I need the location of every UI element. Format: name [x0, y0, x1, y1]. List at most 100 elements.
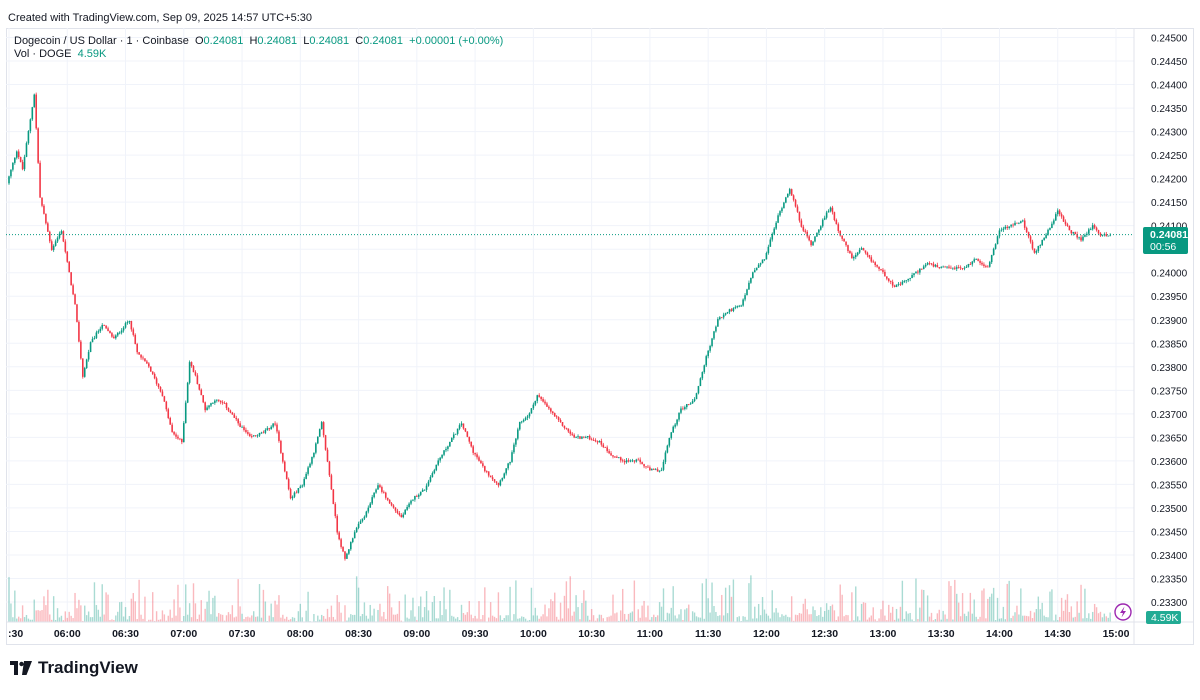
candle-body [548, 406, 550, 409]
candle-body [631, 460, 634, 462]
candle-body [309, 463, 311, 468]
candle [328, 460, 331, 478]
candle-body [89, 342, 92, 353]
candle [130, 320, 133, 332]
candle-body [606, 447, 608, 452]
candle-body [445, 448, 447, 451]
candle-body [472, 446, 474, 453]
candle [996, 235, 999, 245]
volume-bar [1006, 583, 1008, 622]
candle-body [592, 439, 595, 441]
candle [868, 254, 871, 259]
candle [1088, 227, 1090, 236]
chart-frame[interactable] [6, 28, 1194, 645]
price-tick-label: 0.23800 [1151, 363, 1188, 374]
volume-bar [379, 603, 381, 622]
candle-body [72, 285, 74, 295]
volume-bar [1074, 616, 1076, 622]
lightning-icon[interactable] [1114, 603, 1132, 621]
candle-body [507, 463, 509, 469]
candle [1045, 232, 1047, 239]
candle [676, 418, 678, 427]
candle [460, 421, 463, 427]
candle-body [21, 162, 24, 170]
candle [375, 488, 377, 494]
candle-body [1016, 222, 1018, 224]
volume-bar [688, 604, 690, 622]
candle-body [955, 267, 958, 269]
candle-body [998, 230, 1001, 237]
volume-bar [332, 616, 335, 622]
volume-bar [190, 617, 193, 622]
candle-body [505, 468, 507, 474]
candle-body [717, 319, 719, 327]
candle-body [85, 359, 88, 368]
candle-body [87, 352, 90, 360]
candle [1008, 226, 1010, 230]
volume-bar [707, 598, 709, 622]
candle-body [206, 407, 208, 411]
candle [870, 255, 873, 263]
candle [577, 434, 579, 440]
volume-bar [289, 619, 292, 622]
candle [897, 281, 900, 287]
candle-body [649, 467, 651, 471]
volume-bar [1047, 617, 1049, 622]
candle [472, 444, 474, 456]
candle-body [1105, 234, 1108, 237]
candle [311, 456, 313, 466]
candle [643, 463, 645, 469]
candle [856, 251, 859, 257]
candle-body [208, 405, 210, 408]
candle-body [179, 438, 181, 440]
volume-bar [460, 604, 463, 622]
candle [942, 265, 944, 268]
volume-bar [594, 620, 597, 622]
candle [1047, 228, 1049, 236]
volume-bar [1014, 612, 1016, 622]
candle-body [761, 259, 764, 264]
close-value: 0.24081 [363, 35, 404, 47]
candle [979, 259, 981, 266]
candle-body [689, 403, 692, 405]
volume-bar [451, 615, 453, 622]
created-timestamp: Created with TradingView.com, Sep 09, 20… [8, 12, 313, 24]
candle-body [538, 395, 540, 397]
volume-bar [932, 620, 935, 622]
candle [957, 264, 960, 269]
candle [880, 268, 882, 271]
candle [1053, 218, 1055, 226]
volume-bar [163, 614, 166, 622]
candle [365, 510, 368, 518]
candle-body [612, 455, 614, 457]
candle-body [783, 202, 785, 209]
tradingview-logo[interactable]: TradingView [10, 658, 138, 678]
candle [719, 316, 721, 321]
volume-bar [717, 615, 719, 622]
candle-body [524, 417, 527, 420]
candle-body [140, 354, 142, 358]
candle [118, 331, 121, 335]
volume-bar [555, 616, 558, 622]
volume-bar [484, 587, 486, 622]
candle [270, 425, 272, 430]
candle-body [744, 295, 746, 300]
volume-bar [476, 618, 478, 622]
volume-label[interactable]: Vol · DOGE [14, 48, 72, 60]
volume-bar [82, 620, 84, 622]
candle-body [235, 417, 238, 420]
volume-bar [208, 590, 210, 622]
volume-bar [387, 586, 389, 622]
volume-bar [909, 612, 911, 622]
candle [21, 159, 24, 171]
symbol-title[interactable]: Dogecoin / US Dollar · 1 · Coinbase [14, 35, 189, 47]
candle [511, 450, 513, 463]
candle-body [887, 278, 890, 281]
candle [41, 197, 43, 208]
candle [231, 411, 234, 415]
candle-body [769, 239, 772, 247]
candle-body [350, 542, 352, 550]
candle [517, 427, 519, 441]
candle-body [1107, 235, 1110, 237]
